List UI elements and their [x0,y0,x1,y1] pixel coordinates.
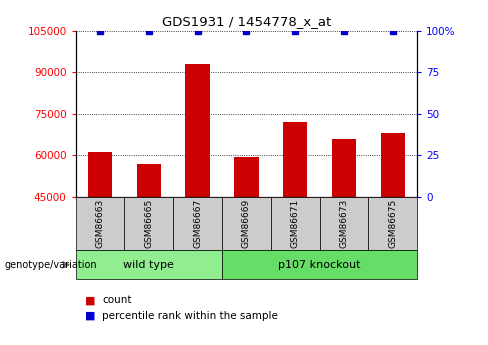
Text: GSM86663: GSM86663 [96,199,104,248]
Bar [137,164,161,197]
Text: GSM86665: GSM86665 [144,199,153,248]
Text: GSM86671: GSM86671 [291,199,300,248]
Text: p107 knockout: p107 knockout [278,260,361,270]
Text: genotype/variation: genotype/variation [5,260,98,270]
Text: wild type: wild type [123,260,174,270]
Title: GDS1931 / 1454778_x_at: GDS1931 / 1454778_x_at [162,16,331,29]
Text: GSM86673: GSM86673 [340,199,348,248]
Bar [185,64,210,197]
Text: GSM86669: GSM86669 [242,199,251,248]
Bar [88,152,112,197]
Bar [332,139,356,197]
Text: ■: ■ [85,295,96,305]
Bar [234,157,259,197]
Text: GSM86667: GSM86667 [193,199,202,248]
Text: percentile rank within the sample: percentile rank within the sample [102,311,278,321]
Text: GSM86675: GSM86675 [388,199,397,248]
Text: ■: ■ [85,311,96,321]
Bar [381,133,405,197]
Text: count: count [102,295,132,305]
Bar [283,122,307,197]
